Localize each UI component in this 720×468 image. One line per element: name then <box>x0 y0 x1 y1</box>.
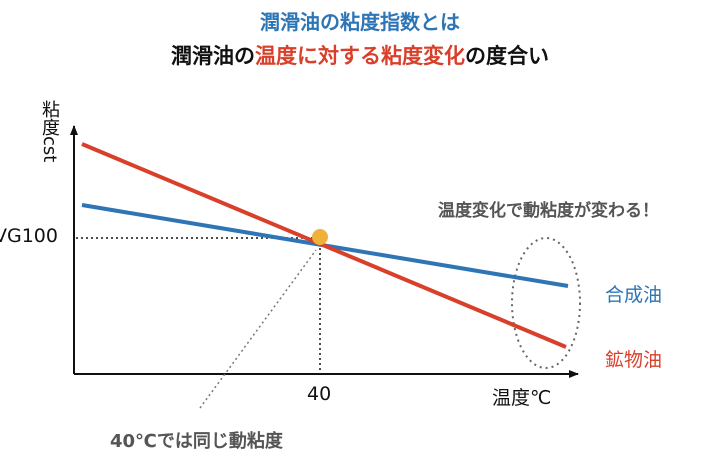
x-axis-label: 温度℃ <box>492 387 552 409</box>
mineral-oil-line <box>81 142 567 349</box>
intersection-point <box>312 229 328 245</box>
chart-title: 潤滑油の粘度指数とは <box>260 10 460 34</box>
subtitle-highlight: 温度に対する粘度変化 <box>255 44 465 68</box>
same-viscosity-note: 40℃では同じ動粘度 <box>110 431 283 452</box>
y-axis-label: 粘度cst <box>39 100 60 163</box>
viscosity-change-note: 温度変化で動粘度が変わる！ <box>438 201 659 221</box>
annotation-pointer <box>199 249 317 409</box>
chart-subtitle: 潤滑油の温度に対する粘度変化の度合い <box>0 40 720 70</box>
legend-mineral-oil: 鉱物油 <box>605 349 663 371</box>
y-tick-vg100: VG100 <box>0 225 58 247</box>
legend-synthetic-oil: 合成油 <box>605 284 663 306</box>
subtitle-part1: 潤滑油の <box>171 44 255 68</box>
divergence-ellipse <box>511 237 581 369</box>
x-tick-40: 40 <box>307 383 332 405</box>
subtitle-part2: の度合い <box>465 44 549 68</box>
